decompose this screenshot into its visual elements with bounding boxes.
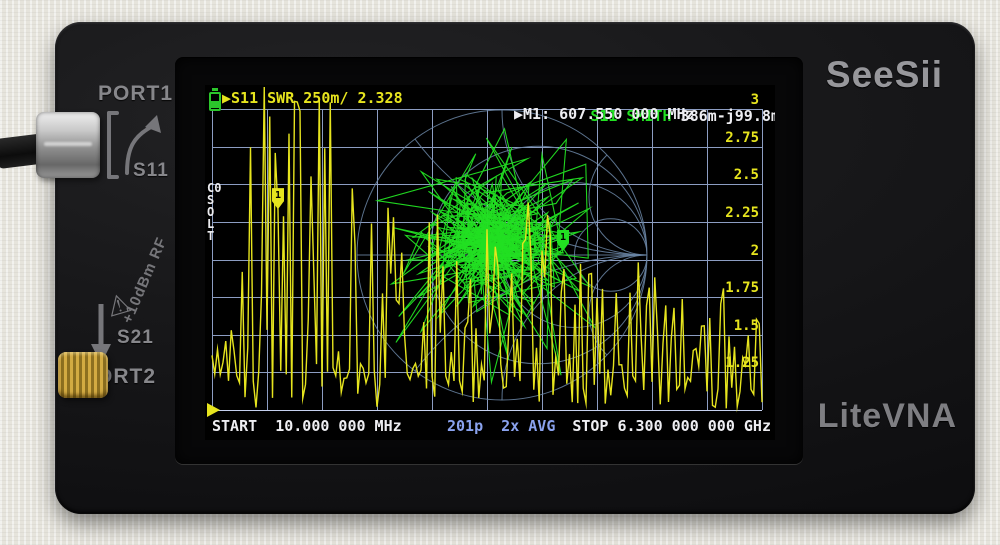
- scale-tick-label: 2: [750, 242, 759, 259]
- port1-label: PORT1: [98, 82, 174, 105]
- trace0-readout: ▶S11 SWR 250m/ 2.328: [222, 89, 403, 107]
- chart-canvas[interactable]: [205, 85, 775, 440]
- trace1-name: S11 SMITH: [590, 107, 672, 125]
- trace1-readout: S11 SMITH 386m-j99.8m: [500, 89, 775, 143]
- s11-label: S11: [133, 160, 169, 181]
- scale-tick-label: 1.5: [733, 317, 759, 334]
- cal-status-letter: S: [207, 193, 215, 207]
- start-frequency-label: START 10.000 000 MHz: [212, 417, 402, 435]
- s21-label: S21: [117, 327, 154, 348]
- screen-bezel: ▶S11 SWR 250m/ 2.328 S11 SMITH 386m-j99.8…: [175, 58, 803, 464]
- points-average-label: 201p 2x AVG: [447, 417, 556, 435]
- scale-tick-label: 2.25: [725, 204, 759, 221]
- model-logo: LiteVNA: [817, 397, 957, 435]
- lcd-touchscreen[interactable]: ▶S11 SWR 250m/ 2.328 S11 SMITH 386m-j99.8…: [205, 85, 775, 440]
- cal-status-letter: O: [207, 205, 215, 219]
- brand-logo: SeeSii: [825, 54, 943, 95]
- port1-sma-connector[interactable]: [36, 112, 100, 178]
- cal-status-letter: L: [207, 217, 215, 231]
- marker1-readout: ▶M1: 607.550 000 MHz: [514, 105, 695, 123]
- stop-frequency-label: STOP 6.300 000 000 GHz: [572, 417, 771, 435]
- vna-device-body: PORT1 S11 +10dBm RF 10VDC Max ⚠ S21 PORT…: [55, 22, 975, 514]
- scale-tick-label: 2.5: [733, 167, 759, 184]
- trace1-value: 386m-j99.8m: [680, 107, 775, 125]
- scale-tick-label: 1.25: [725, 355, 759, 372]
- battery-icon: [209, 88, 221, 111]
- cal-status-letter: C0: [207, 181, 222, 195]
- scale-tick-label: 3: [750, 92, 759, 108]
- scale-tick-label: 2.75: [725, 129, 759, 146]
- s11-coupler-icon: [107, 111, 161, 179]
- calibration-status: C0 S O L T: [207, 182, 221, 242]
- port2-sma-connector[interactable]: [58, 352, 108, 398]
- scale-tick-label: 1.75: [725, 280, 759, 297]
- cal-status-letter: T: [207, 229, 215, 243]
